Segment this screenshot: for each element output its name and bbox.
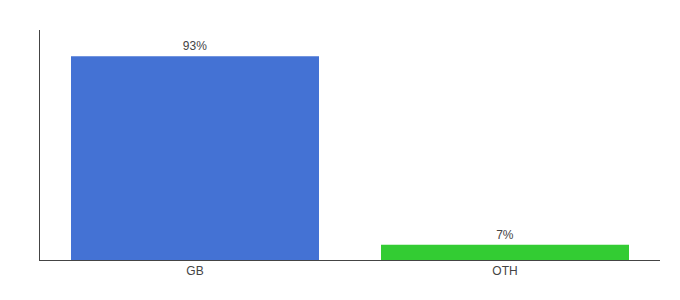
svg-text:93%: 93% <box>183 39 207 53</box>
svg-text:7%: 7% <box>496 228 514 242</box>
svg-text:GB: GB <box>186 264 203 278</box>
svg-text:OTH: OTH <box>492 264 517 278</box>
